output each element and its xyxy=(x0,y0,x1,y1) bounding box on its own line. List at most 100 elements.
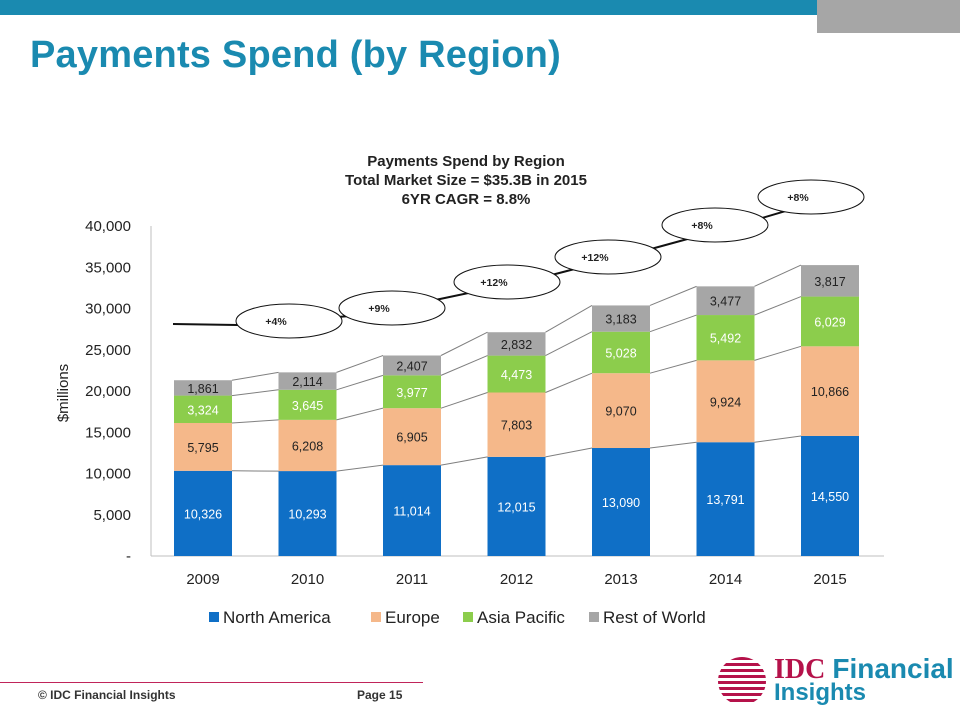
data-label-rest-of-world: 3,477 xyxy=(710,295,741,309)
connector-line-rest-of-world xyxy=(440,331,488,356)
bar-asia-pacific-2011 xyxy=(383,375,441,409)
bar-north-america-2009 xyxy=(174,470,232,556)
top-gray-block xyxy=(817,0,960,33)
chart-title-line-3: 6YR CAGR = 8.8% xyxy=(402,191,531,208)
connector-line-rest-of-world xyxy=(754,264,802,287)
idc-logo: IDC Financial Insights xyxy=(716,653,954,707)
y-tick-label: 35,000 xyxy=(85,259,131,276)
logo-idc: IDC xyxy=(774,654,826,685)
data-label-rest-of-world: 3,817 xyxy=(814,275,845,289)
y-tick-label: - xyxy=(126,548,131,565)
data-label-asia-pacific: 3,324 xyxy=(187,403,218,417)
growth-ellipse xyxy=(661,207,769,243)
connector-line-north-america xyxy=(649,441,697,449)
data-label-asia-pacific: 4,473 xyxy=(501,368,532,382)
legend-swatch-rest-of-world xyxy=(589,612,599,622)
data-label-rest-of-world: 1,861 xyxy=(187,382,218,396)
y-axis-ticks: - 5,000 10,000 15,000 20,000 25,000 30,000 35,0… xyxy=(85,218,131,565)
connector-line-rest-of-world xyxy=(231,371,279,381)
bar-asia-pacific-2012 xyxy=(487,355,546,393)
bar-rest-of-world-2010 xyxy=(278,372,337,390)
data-label-europe: 10,866 xyxy=(811,385,849,399)
series-connector-lines xyxy=(231,264,802,472)
bar-europe-2009 xyxy=(174,423,232,471)
top-accent-bar xyxy=(0,0,817,15)
growth-label: +12% xyxy=(581,252,609,264)
bar-north-america-2011 xyxy=(383,465,441,556)
data-label-europe: 7,803 xyxy=(501,419,532,433)
legend-label: North America xyxy=(223,608,331,627)
legend-label: Asia Pacific xyxy=(477,608,565,627)
growth-ellipse xyxy=(338,290,446,326)
connector-line-europe xyxy=(440,392,488,409)
data-label-rest-of-world: 2,832 xyxy=(501,338,532,352)
data-label-europe: 6,208 xyxy=(292,439,323,453)
footer-page-number: Page 15 xyxy=(357,688,403,702)
connector-line-north-america xyxy=(440,456,488,466)
bar-rest-of-world-2009 xyxy=(174,380,232,396)
bar-europe-2013 xyxy=(592,373,650,449)
y-tick-label: 20,000 xyxy=(85,383,131,400)
growth-label: +4% xyxy=(265,316,287,328)
x-tick-label: 2011 xyxy=(396,571,428,588)
y-tick-label: 5,000 xyxy=(93,507,131,524)
connector-line-europe xyxy=(231,419,279,424)
bar-rest-of-world-2011 xyxy=(383,355,441,376)
bar-asia-pacific-2010 xyxy=(278,389,337,420)
bar-asia-pacific-2014 xyxy=(696,315,755,361)
connector-line-north-america xyxy=(545,447,593,458)
y-tick-label: 10,000 xyxy=(85,466,131,483)
connector-line-europe xyxy=(649,359,697,374)
connector-line-asia-pacific xyxy=(336,374,384,391)
legend-swatch-europe xyxy=(371,612,381,622)
x-tick-label: 2010 xyxy=(291,571,324,588)
connector-line-europe xyxy=(754,345,802,361)
connector-line-europe xyxy=(545,372,593,393)
data-label-rest-of-world: 2,114 xyxy=(292,375,322,389)
bar-europe-2012 xyxy=(487,392,546,457)
growth-annotations: +4% +9% +12% +12% +8% +8% xyxy=(172,179,865,339)
connector-line-asia-pacific xyxy=(649,314,697,333)
bar-north-america-2013 xyxy=(592,448,650,556)
data-label-rest-of-world: 3,183 xyxy=(605,313,636,327)
data-label-asia-pacific: 5,028 xyxy=(605,346,636,360)
bar-north-america-2012 xyxy=(487,456,546,556)
y-tick-label: 15,000 xyxy=(85,424,131,441)
x-tick-label: 2015 xyxy=(813,571,846,588)
data-label-europe: 6,905 xyxy=(396,431,427,445)
bar-north-america-2010 xyxy=(278,471,337,556)
bar-asia-pacific-2009 xyxy=(174,395,232,424)
x-tick-label: 2012 xyxy=(500,571,533,588)
data-label-europe: 9,070 xyxy=(605,405,636,419)
y-tick-label: 40,000 xyxy=(85,218,131,235)
y-axis-label: $millions xyxy=(55,364,72,422)
connector-line-north-america xyxy=(336,464,384,472)
bar-rest-of-world-2014 xyxy=(696,286,755,316)
growth-label: +8% xyxy=(691,220,713,232)
growth-ellipse xyxy=(235,303,343,339)
connector-line-rest-of-world xyxy=(649,285,697,306)
data-label-north-america: 10,326 xyxy=(184,507,222,521)
data-label-north-america: 13,791 xyxy=(706,493,744,507)
data-label-europe: 9,924 xyxy=(710,395,741,409)
bars: 10,326 5,795 3,324 1,861 10,293 6,208 3,645 2,1… xyxy=(174,265,859,556)
data-label-asia-pacific: 3,977 xyxy=(396,386,427,400)
growth-label: +12% xyxy=(480,277,508,289)
data-label-rest-of-world: 2,407 xyxy=(396,359,427,373)
footer-divider xyxy=(0,682,423,683)
legend-swatch-north-america xyxy=(209,612,219,622)
slide-title: Payments Spend (by Region) xyxy=(30,34,561,76)
data-label-north-america: 10,293 xyxy=(288,508,326,522)
x-tick-label: 2013 xyxy=(604,571,637,588)
footer-copyright: © IDC Financial Insights xyxy=(38,688,176,702)
connector-line-north-america xyxy=(754,435,802,443)
connector-line-rest-of-world xyxy=(336,355,384,373)
bar-asia-pacific-2013 xyxy=(592,331,650,374)
growth-label: +9% xyxy=(368,303,390,315)
y-tick-label: 25,000 xyxy=(85,342,131,359)
legend-label: Rest of World xyxy=(603,608,706,627)
bar-asia-pacific-2015 xyxy=(801,296,859,347)
data-label-asia-pacific: 6,029 xyxy=(814,315,845,329)
connector-line-rest-of-world xyxy=(545,305,593,333)
